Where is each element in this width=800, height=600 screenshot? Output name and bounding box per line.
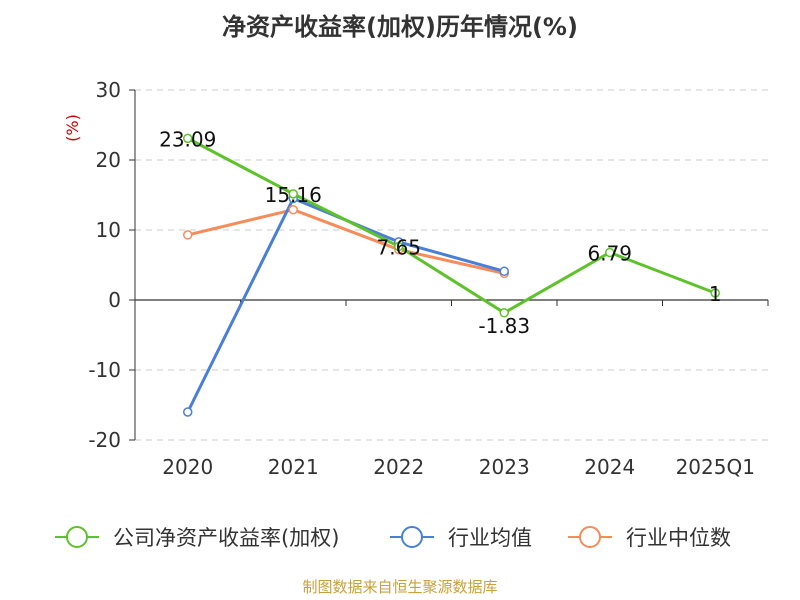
legend-swatch-marker — [66, 526, 88, 548]
data-point — [499, 308, 509, 318]
data-labels: 23.09 15.16 7.65 -1.83 6.79 1 — [159, 127, 722, 337]
data-point — [183, 407, 193, 417]
y-tick-label: -10 — [88, 358, 121, 382]
data-point — [710, 288, 720, 298]
series-points — [183, 133, 720, 417]
y-tick-labels: -20 -10 0 10 20 30 — [88, 78, 121, 452]
data-label: 6.79 — [587, 241, 632, 265]
axes — [129, 89, 769, 441]
y-axis-label: (%) — [63, 114, 82, 142]
y-tick-label: 30 — [96, 78, 121, 102]
grid-lines — [135, 89, 768, 441]
data-point — [288, 204, 298, 215]
y-tick-label: -20 — [88, 428, 121, 452]
data-point — [394, 241, 404, 252]
data-label: 1 — [709, 282, 722, 306]
y-tick-label: 20 — [96, 148, 121, 172]
x-tick-label: 2025Q1 — [676, 455, 755, 479]
x-tick-label: 2022 — [373, 455, 424, 479]
data-label: 15.16 — [265, 183, 322, 207]
x-tick-labels: 2020 2021 2022 2023 2024 2025Q1 — [162, 455, 755, 479]
data-point — [183, 230, 193, 240]
chart-title: 净资产收益率(加权)历年情况(%) — [222, 13, 578, 41]
y-tick-label: 0 — [108, 288, 121, 312]
x-tick-label: 2024 — [584, 455, 635, 479]
data-point — [288, 189, 298, 199]
source-note: 制图数据来自恒生聚源数据库 — [302, 578, 497, 596]
legend-swatch-marker — [401, 526, 423, 548]
data-label: -1.83 — [478, 314, 530, 338]
data-label: 23.09 — [159, 127, 216, 151]
legend-label: 公司净资产收益率(加权) — [113, 526, 339, 550]
legend-label: 行业中位数 — [626, 526, 731, 550]
y-tick-label: 10 — [96, 218, 121, 242]
x-tick-label: 2020 — [162, 455, 213, 479]
data-label: 7.65 — [376, 235, 421, 259]
data-point — [605, 247, 615, 258]
data-point — [183, 133, 193, 144]
x-tick-label: 2021 — [268, 455, 319, 479]
legend: 公司净资产收益率(加权) 行业均值 行业中位数 — [55, 526, 731, 550]
x-tick-label: 2023 — [479, 455, 530, 479]
legend-swatch-marker — [579, 526, 601, 548]
series-lines — [186, 137, 716, 413]
series-line — [187, 137, 716, 315]
legend-label: 行业均值 — [448, 526, 532, 550]
data-point — [499, 266, 509, 277]
series-line — [187, 208, 505, 275]
